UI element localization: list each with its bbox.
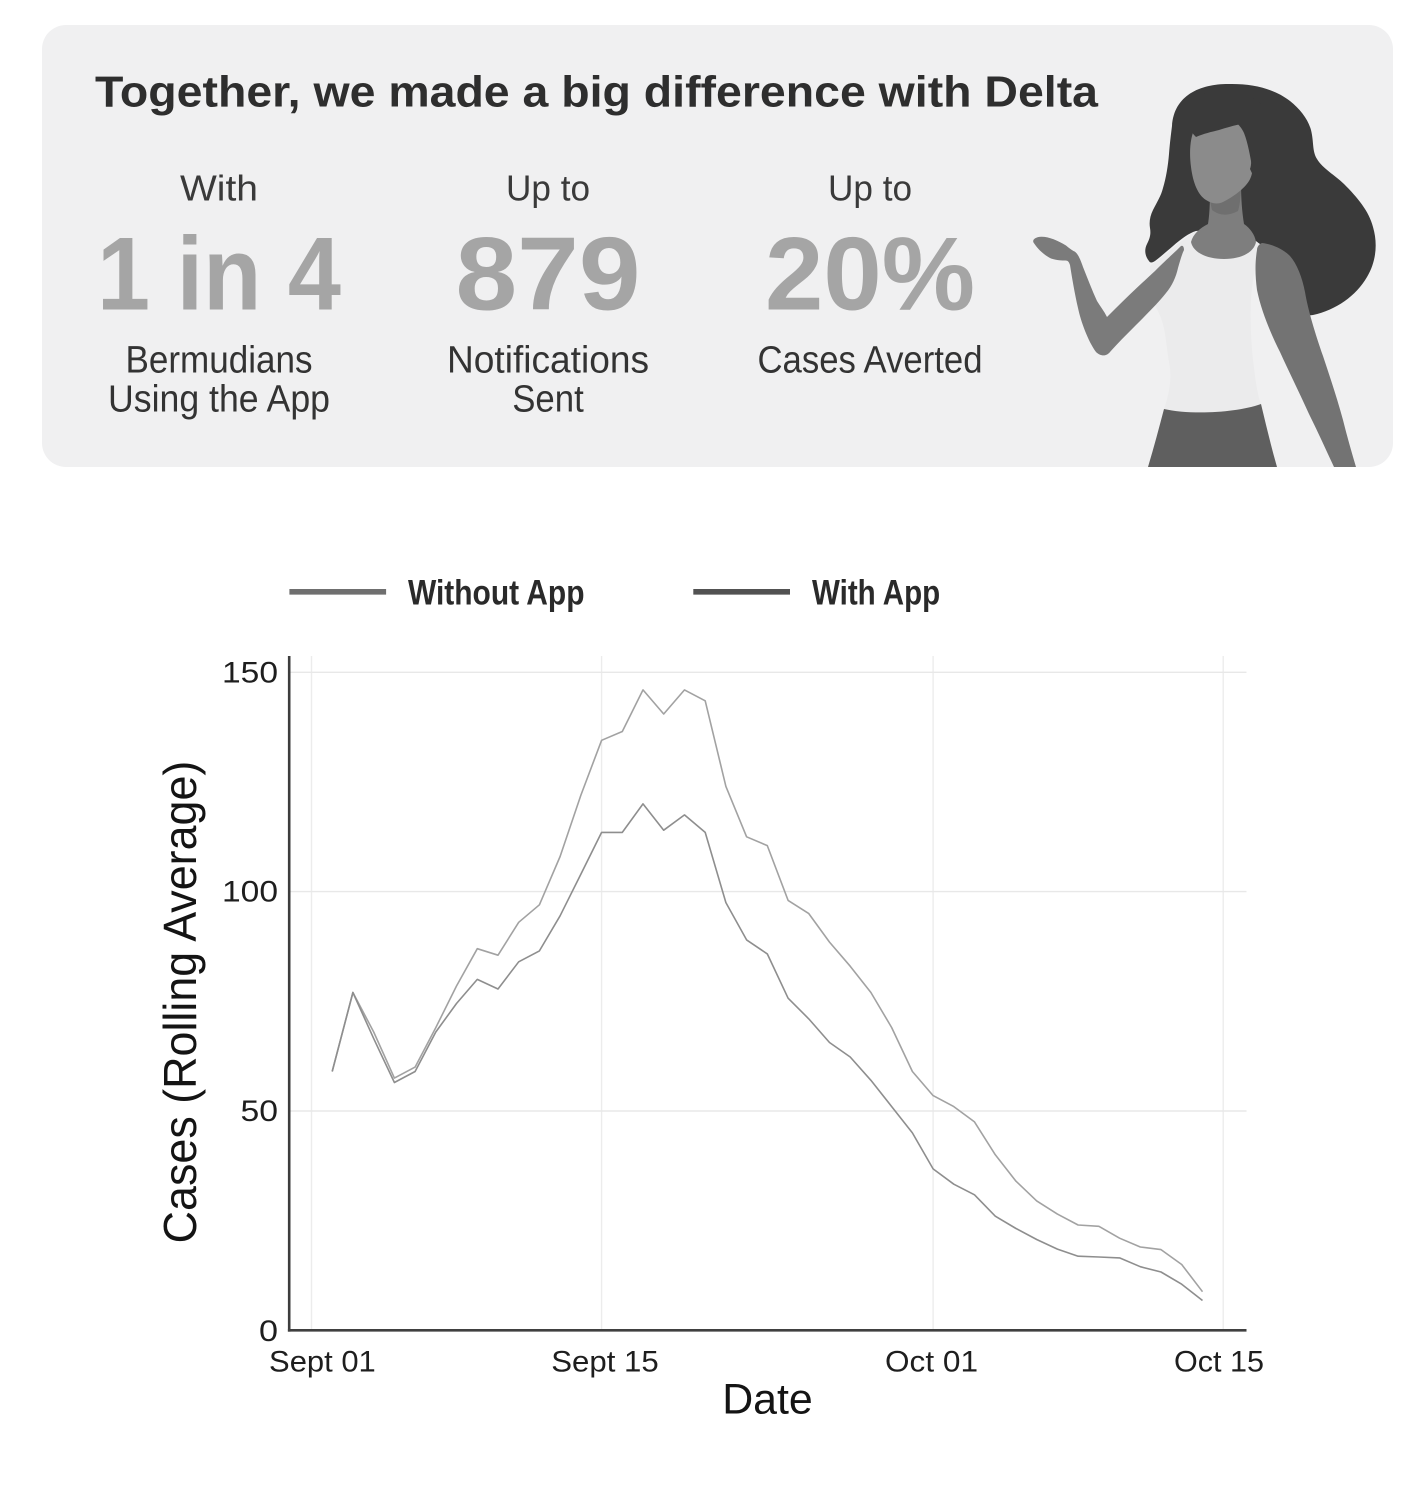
svg-text:100: 100 (222, 876, 278, 909)
svg-text:Sept 01: Sept 01 (269, 1346, 376, 1379)
svg-text:With: With (180, 168, 258, 209)
svg-text:1 in 4: 1 in 4 (97, 216, 341, 332)
svg-text:Sent: Sent (512, 379, 584, 421)
svg-text:Bermudians: Bermudians (126, 340, 313, 382)
svg-text:879: 879 (456, 216, 641, 332)
svg-text:Up to: Up to (506, 168, 590, 209)
svg-text:Oct 15: Oct 15 (1174, 1346, 1264, 1379)
svg-text:Notifications: Notifications (447, 340, 649, 382)
svg-text:Up to: Up to (828, 168, 912, 209)
svg-text:Cases (Rolling Average): Cases (Rolling Average) (154, 761, 206, 1244)
svg-text:50: 50 (241, 1095, 279, 1128)
svg-text:With App: With App (812, 574, 940, 613)
svg-text:Without App: Without App (408, 574, 585, 613)
svg-text:Using the App: Using the App (108, 379, 330, 421)
svg-text:20%: 20% (765, 216, 975, 332)
svg-text:Cases Averted: Cases Averted (758, 340, 983, 382)
svg-text:150: 150 (222, 657, 278, 690)
svg-text:Together, we made a big differ: Together, we made a big difference with … (95, 68, 1099, 117)
svg-text:Oct 01: Oct 01 (885, 1346, 978, 1379)
svg-text:Sept 15: Sept 15 (551, 1346, 659, 1379)
svg-text:Date: Date (722, 1376, 813, 1424)
svg-text:0: 0 (259, 1315, 278, 1348)
